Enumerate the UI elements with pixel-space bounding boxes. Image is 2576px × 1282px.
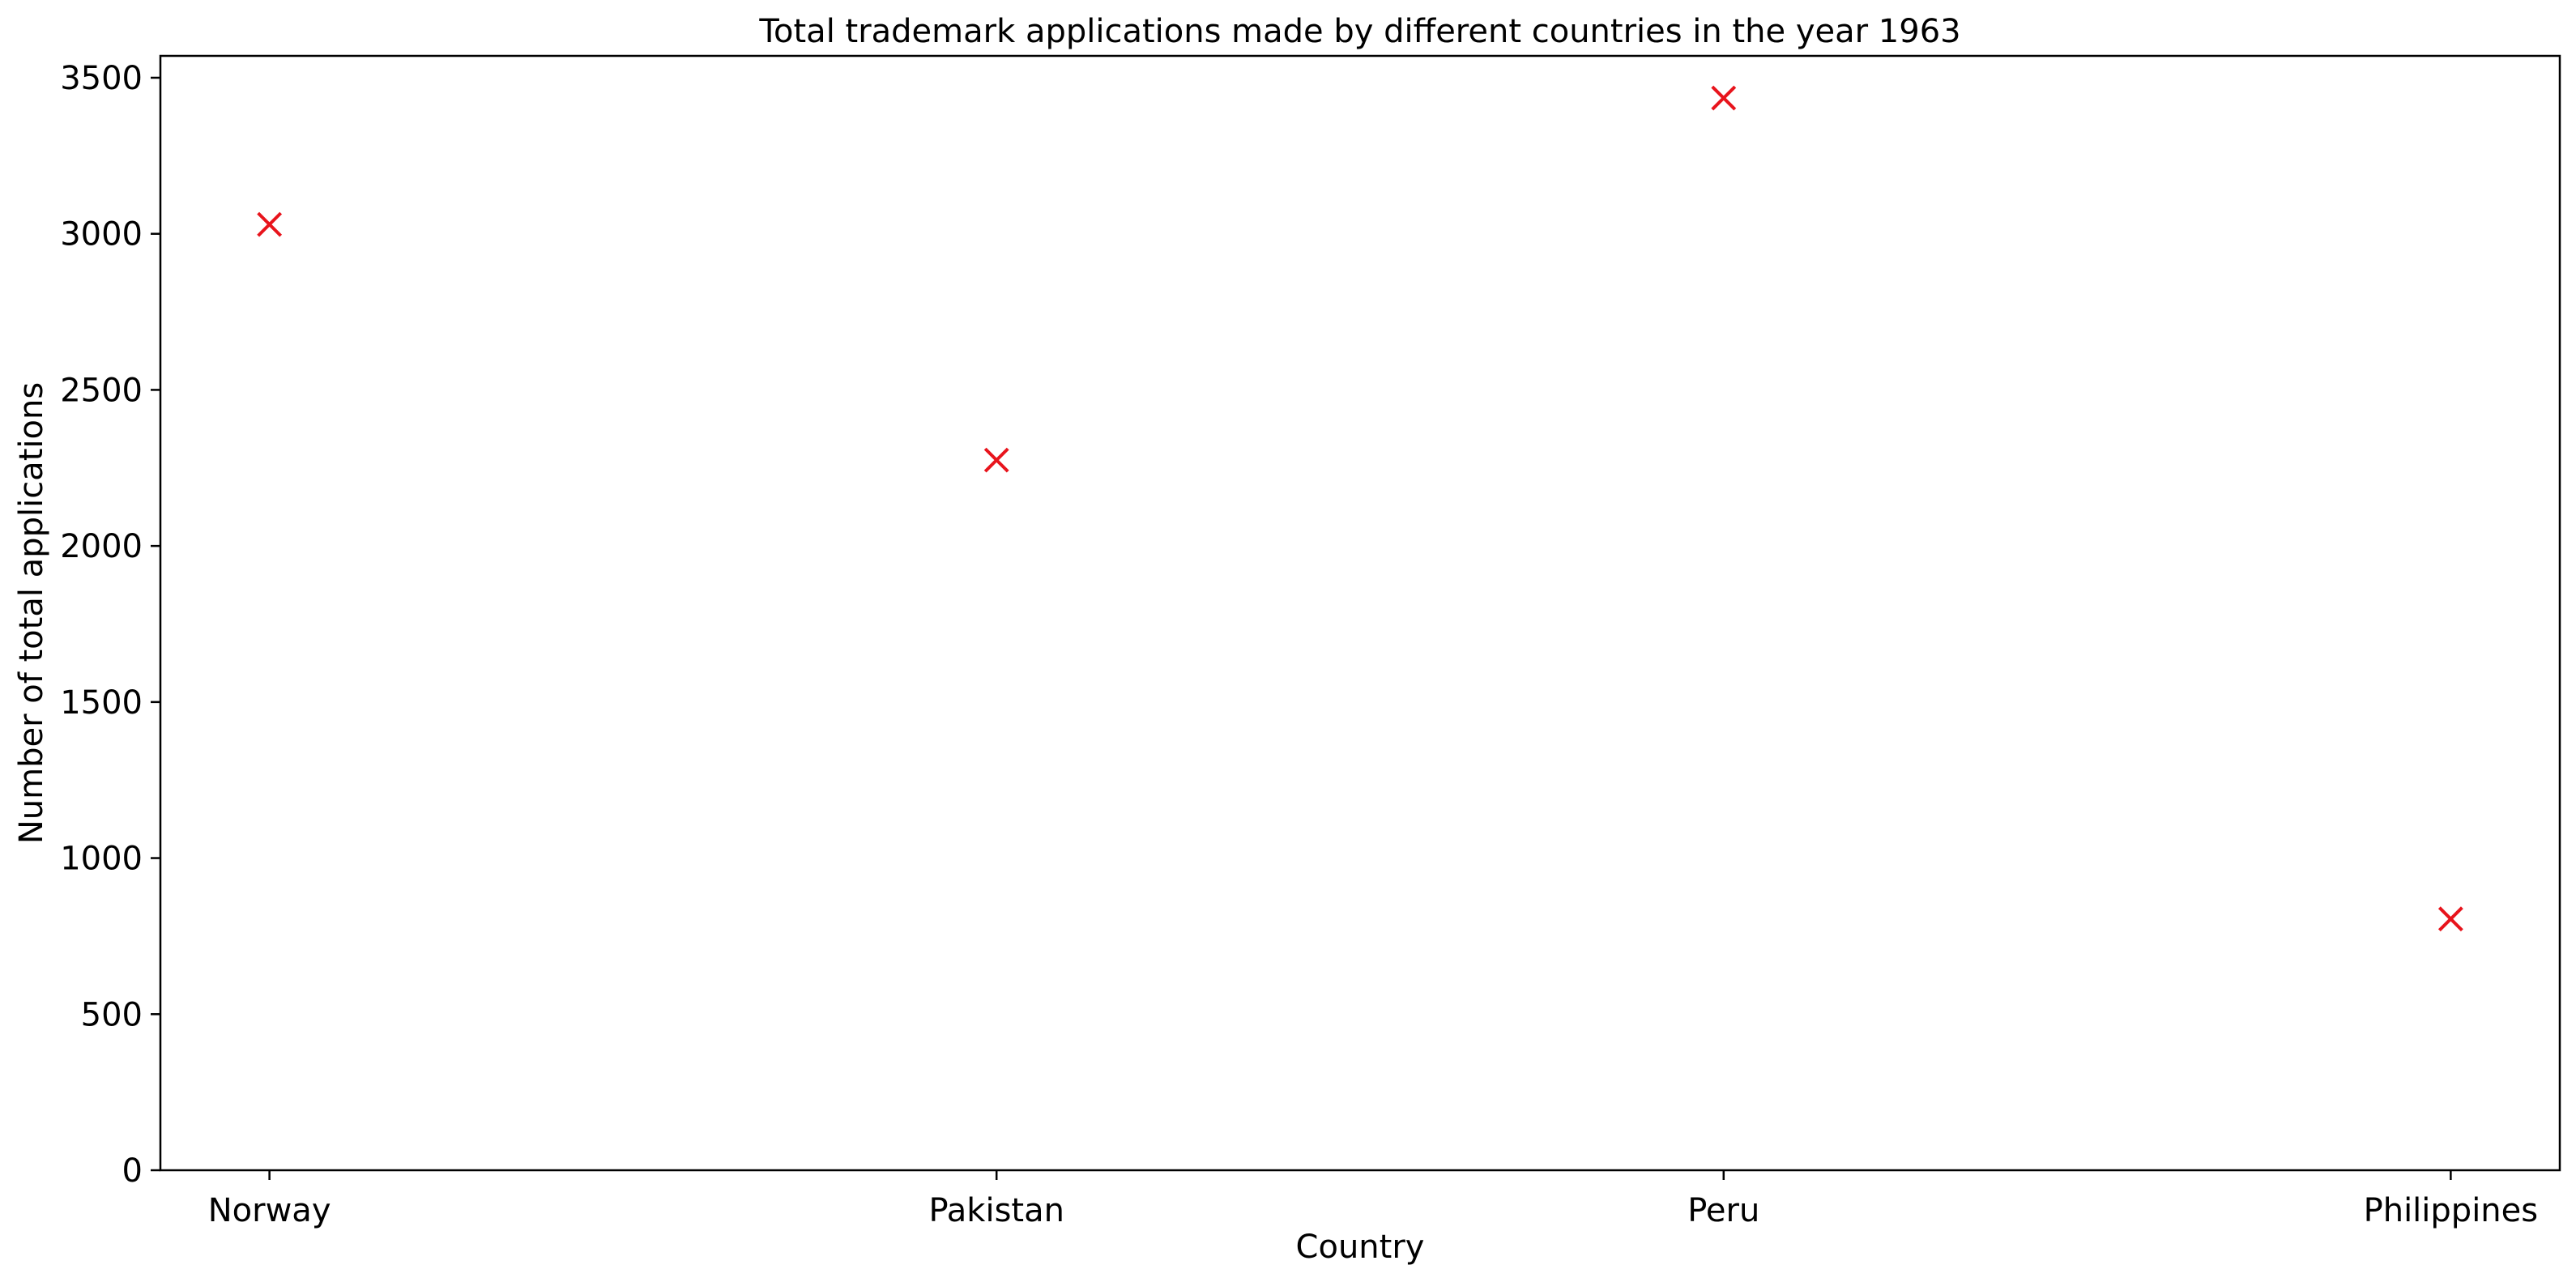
x-tick-label: Norway xyxy=(208,1192,331,1229)
y-tick-label: 1000 xyxy=(60,841,143,878)
y-tick-label: 3500 xyxy=(60,60,143,97)
y-tick-label: 1500 xyxy=(60,684,143,722)
data-point-stroke xyxy=(2437,906,2463,932)
y-tick-label: 500 xyxy=(81,996,143,1033)
y-tick-label: 2500 xyxy=(60,372,143,409)
y-tick-label: 0 xyxy=(122,1152,143,1190)
plot-area: 0 500 1000 1500 2000 2500 3000 3500 Norway Pakist… xyxy=(60,54,2561,1229)
data-point-stroke xyxy=(257,211,283,237)
x-tick-label: Philippines xyxy=(2364,1192,2539,1229)
y-tick-label: 2000 xyxy=(60,528,143,565)
x-tick-label: Peru xyxy=(1687,1192,1759,1229)
chart-title: Total trademark applications made by dif… xyxy=(758,13,1960,50)
data-point xyxy=(257,211,283,237)
x-axis-label: Country xyxy=(1296,1229,1425,1266)
data-point xyxy=(1711,85,1737,111)
data-point xyxy=(2437,906,2463,932)
data-point xyxy=(983,447,1009,473)
y-tick-label: 3000 xyxy=(60,216,143,253)
data-point-stroke xyxy=(1711,85,1737,111)
x-tick-label: Pakistan xyxy=(928,1192,1064,1229)
y-axis-label: Number of total applications xyxy=(13,382,50,844)
data-point-stroke xyxy=(983,447,1009,473)
plot-frame xyxy=(159,54,2561,1172)
